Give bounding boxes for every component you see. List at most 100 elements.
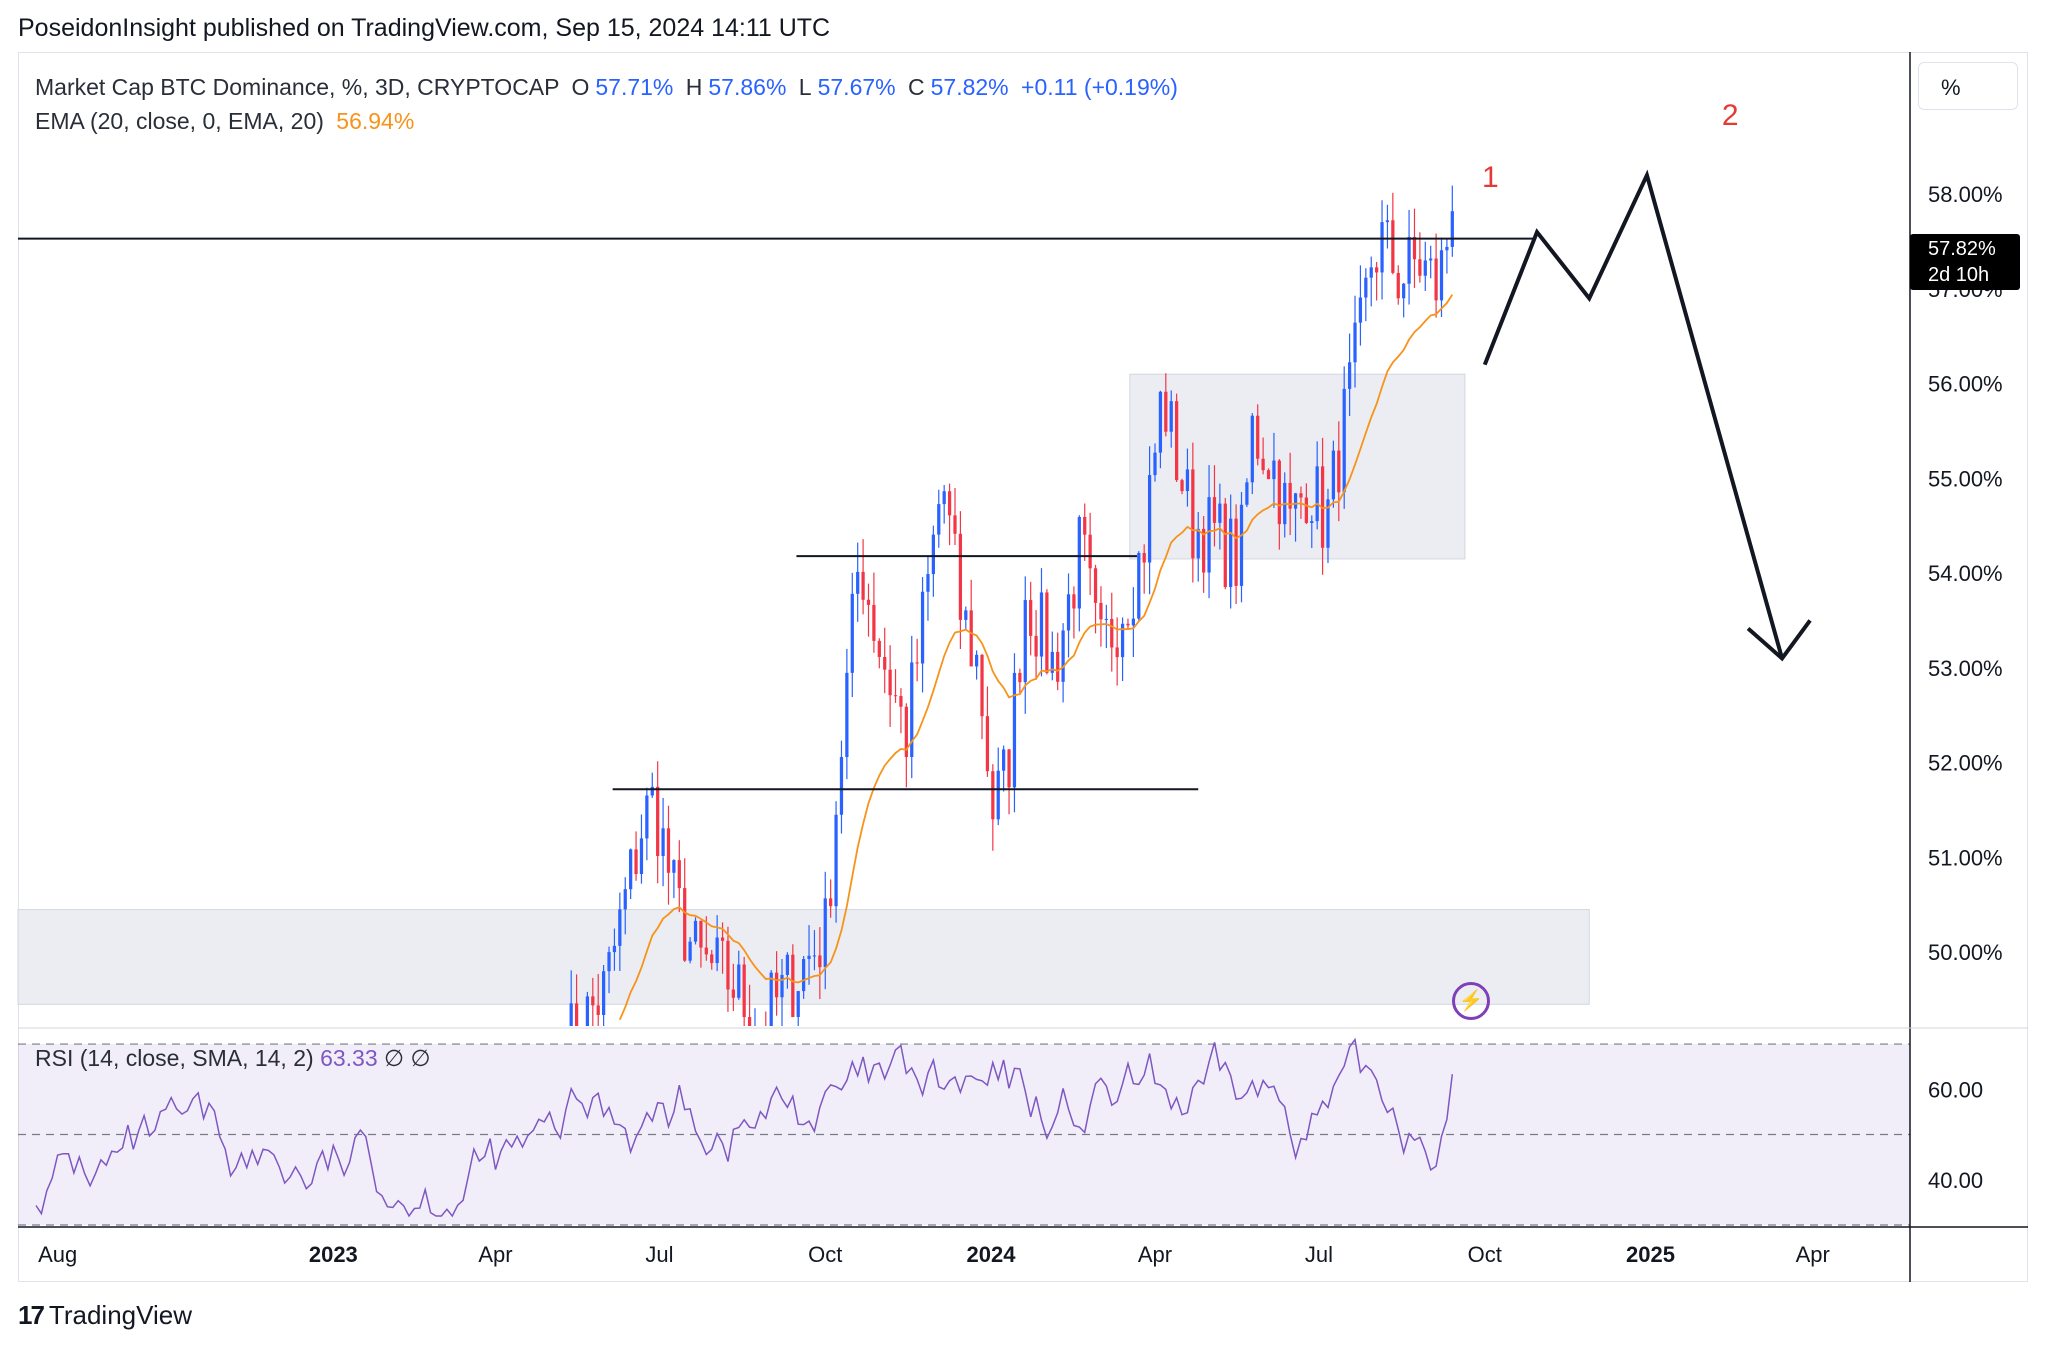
candle-body (942, 491, 946, 505)
rsi-hide-icon[interactable]: ∅ (410, 1045, 431, 1071)
candle-body (1104, 618, 1108, 620)
rsi-label: RSI (14, close, SMA, 14, 2) (35, 1045, 314, 1071)
candle-body (974, 654, 979, 667)
price-tick-label: 54.00% (1928, 561, 2003, 586)
candle-body (1142, 552, 1146, 563)
candle-body (726, 940, 730, 990)
rsi-tick-label: 40.00 (1928, 1168, 1983, 1193)
candle-body (1115, 647, 1119, 658)
time-tick-label: Oct (808, 1242, 842, 1267)
candle-body (1353, 322, 1357, 363)
candle-body (774, 972, 779, 998)
candle-body (1218, 503, 1222, 523)
candle-body (1029, 600, 1033, 636)
candle-body (1423, 260, 1427, 276)
candle-body (877, 640, 881, 657)
candle-body (1375, 267, 1379, 273)
candle-body (1342, 388, 1346, 493)
candle-body (823, 898, 827, 968)
candle-body (1077, 516, 1081, 609)
candle-body (1402, 283, 1406, 299)
candle-body (904, 706, 908, 758)
candle-body (634, 849, 638, 875)
candle-body (1126, 623, 1130, 626)
candle-body (1083, 516, 1087, 535)
candle-body (872, 604, 876, 641)
rsi-legend: RSI (14, close, SMA, 14, 2) 63.33 ∅ ∅ (35, 1045, 431, 1072)
candle-body (1196, 528, 1200, 559)
candle-body (1299, 493, 1303, 498)
candle-body (980, 654, 984, 717)
ema-label: EMA (20, close, 0, EMA, 20) (35, 108, 324, 134)
candle-body (1120, 623, 1125, 658)
price-tick-label: 53.00% (1928, 656, 2003, 681)
chart-frame (18, 52, 2028, 1282)
candle-body (996, 770, 1000, 820)
candle-body (953, 515, 957, 534)
candle-body (1407, 236, 1411, 284)
candle-body (1164, 391, 1168, 432)
ohlc-high: H 57.86% (685, 74, 787, 100)
candle-body (672, 860, 676, 873)
candle-body (601, 971, 606, 1015)
ema-row: EMA (20, close, 0, EMA, 20) 56.94% (35, 104, 1178, 138)
candle-body (1450, 211, 1454, 247)
candle-body (1191, 469, 1195, 559)
ema-value: 56.94% (336, 108, 415, 134)
candle-body (1369, 267, 1373, 278)
candle-body (639, 838, 644, 875)
candle-body (1093, 568, 1098, 603)
candle-body (937, 504, 941, 535)
candle-body (1202, 528, 1206, 573)
candle-body (1018, 672, 1022, 683)
candle-body (1266, 470, 1271, 480)
wave-label-1: 1 (1482, 161, 1499, 194)
candle-body (1158, 391, 1163, 453)
candle-body (1072, 594, 1076, 609)
percent-scale-button[interactable]: % (1918, 62, 2018, 110)
candle-body (845, 672, 849, 758)
rsi-hide-icon[interactable]: ∅ (384, 1045, 405, 1071)
candle-body (1293, 493, 1298, 509)
candle-body (899, 696, 903, 707)
candle-body (1412, 236, 1417, 260)
candle-body (1110, 618, 1114, 648)
ohlc-close: C 57.82% (908, 74, 1009, 100)
candle-body (1331, 450, 1336, 500)
candle-body (802, 959, 806, 992)
flash-icon[interactable]: ⚡ (1452, 982, 1490, 1020)
candle-body (720, 937, 725, 941)
candle-body (856, 571, 860, 594)
candle-body (596, 1005, 600, 1015)
candle-body (807, 955, 811, 960)
candle-body (796, 991, 800, 1017)
ohlc-open: O 57.71% (571, 74, 674, 100)
candle-body (1358, 297, 1363, 323)
price-tick-label: 55.00% (1928, 466, 2003, 491)
rsi-tick-label: 60.00 (1928, 1077, 1983, 1102)
candle-body (683, 888, 687, 961)
candle-body (1045, 592, 1049, 673)
candle-body (958, 533, 963, 620)
tradingview-logo[interactable]: 17 TradingView (18, 1300, 192, 1331)
candle-body (785, 954, 790, 975)
candle-body (607, 952, 611, 972)
candle-body (839, 757, 844, 815)
candle-body (985, 716, 990, 772)
rsi-value: 63.33 (320, 1045, 378, 1071)
price-tick-label: 51.00% (1928, 845, 2003, 870)
price-tick-label: 52.00% (1928, 751, 2003, 776)
candle-body (1277, 460, 1281, 525)
candle-body (1418, 259, 1422, 276)
candle-body (910, 662, 914, 758)
candle-body (1261, 458, 1265, 471)
candle-body (888, 669, 892, 696)
candle-body (612, 945, 617, 953)
candle-body (780, 974, 784, 998)
candle-body (704, 947, 708, 955)
candle-body (1310, 521, 1314, 523)
time-tick-label: Apr (1796, 1242, 1830, 1267)
last-price: 57.82% (1928, 238, 1996, 260)
candle-body (791, 954, 795, 1017)
